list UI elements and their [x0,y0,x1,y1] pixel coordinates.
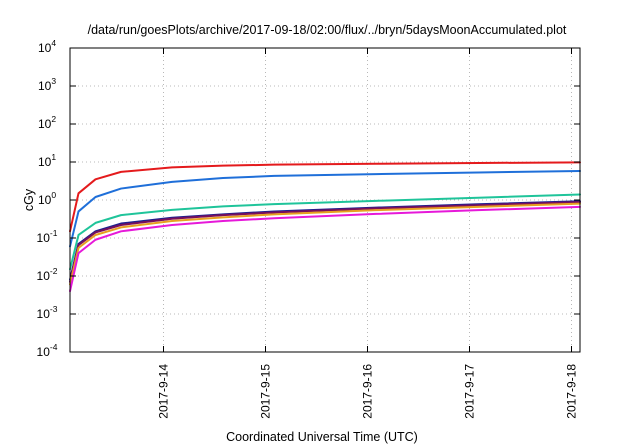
y-tick-label: 10-4 [37,342,58,359]
x-tick-label: 2017-9-16 [361,364,375,419]
series-line-5 [69,201,581,283]
x-tick-label: 2017-9-15 [259,364,273,419]
series-line-7 [69,205,581,293]
grid [70,48,580,352]
y-tick-label: 10-3 [37,304,58,321]
x-tick-label: 2017-9-14 [157,364,171,419]
y-tick-label: 10-2 [37,266,58,283]
series-line-6 [69,202,581,286]
x-axis-label: Coordinated Universal Time (UTC) [226,430,418,444]
y-axis-label: cGy [22,188,36,211]
y-tick-label: 104 [38,38,56,55]
y-tick-label: 101 [38,152,56,169]
x-tick-label: 2017-9-18 [565,364,579,419]
y-axis: 10-4 10-3 10-2 10-1 100 101 102 103 104 [37,38,580,359]
y-tick-label: 100 [38,190,56,207]
series-line-3 [69,193,581,271]
chart-title: /data/run/goesPlots/archive/2017-09-18/0… [88,23,567,37]
y-tick-label: 10-1 [37,228,58,245]
x-axis: 2017-9-14 2017-9-15 2017-9-16 2017-9-17 2017… [157,48,579,419]
y-tick-label: 102 [38,114,56,131]
y-tick-label: 103 [38,76,56,93]
x-tick-label: 2017-9-17 [463,364,477,419]
series-line-1 [69,161,581,233]
series-group [69,161,581,293]
series-line-2 [69,169,581,248]
